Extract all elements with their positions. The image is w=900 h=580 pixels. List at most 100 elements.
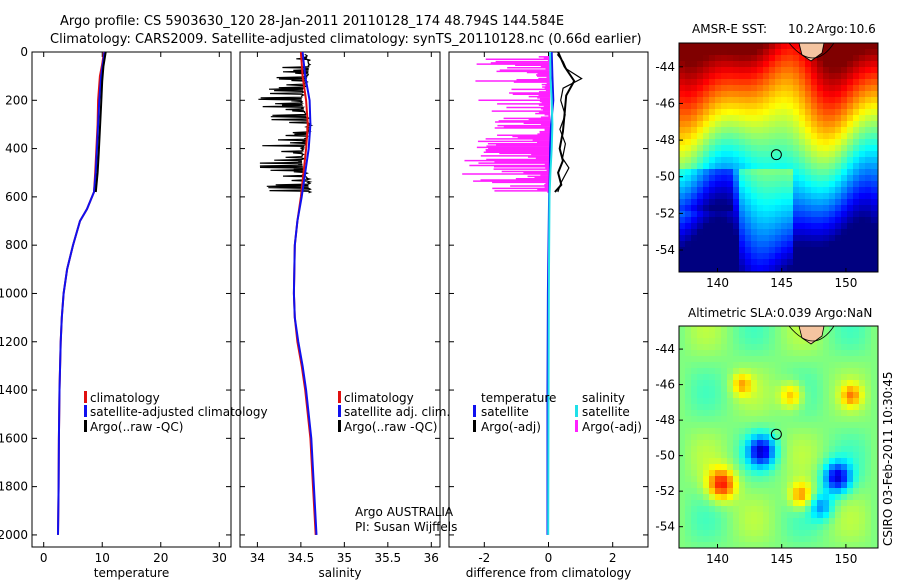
sst-map-cell xyxy=(715,151,721,157)
sst-map-cell xyxy=(733,73,739,79)
sst-map-cell xyxy=(799,241,805,247)
sst-map-cell xyxy=(709,217,715,223)
sst-map-cell xyxy=(853,133,859,139)
sla-map-cell xyxy=(763,488,769,494)
sla-map-cell xyxy=(781,500,787,506)
sst-map-cell xyxy=(691,163,697,169)
sla-map-cell xyxy=(727,332,733,338)
sst-map-cell xyxy=(859,67,865,73)
sst-map-cell xyxy=(703,151,709,157)
sst-map-cell xyxy=(859,97,865,103)
sst-map-cell xyxy=(859,49,865,55)
sst-map-cell xyxy=(823,247,829,253)
sla-map-cell xyxy=(703,392,709,398)
sla-map-cell xyxy=(823,476,829,482)
sst-map-cell xyxy=(865,253,871,259)
sst-map-cell xyxy=(721,259,727,265)
sst-map-cell xyxy=(793,139,799,145)
sst-map-cell xyxy=(721,115,727,121)
sst-map-cell xyxy=(847,259,853,265)
sst-map-ytick-label: -54 xyxy=(655,243,675,257)
sla-map-cells xyxy=(679,326,878,548)
sst-map-cell xyxy=(739,247,745,253)
sst-map-cell xyxy=(835,211,841,217)
sst-map-cell xyxy=(829,151,835,157)
sst-map-cell xyxy=(763,109,769,115)
sla-map-cell xyxy=(781,542,787,548)
sla-map-cell xyxy=(733,338,739,344)
sla-map-cell xyxy=(703,482,709,488)
sst-map-cell xyxy=(823,265,829,271)
sla-map-cell xyxy=(733,362,739,368)
sst-map-cell xyxy=(811,127,817,133)
sst-map-cell xyxy=(829,127,835,133)
sst-map-cell xyxy=(679,85,685,91)
sla-map-cell xyxy=(715,356,721,362)
sla-map-cell xyxy=(685,470,691,476)
sst-map-cell xyxy=(691,127,697,133)
sla-map-cell xyxy=(763,482,769,488)
sst-map-cell xyxy=(835,223,841,229)
sst-map-cell xyxy=(775,157,781,163)
sst-map-cell xyxy=(715,85,721,91)
sla-map-cell xyxy=(775,506,781,512)
sst-map-cell xyxy=(817,169,823,175)
sla-map-cell xyxy=(853,356,859,362)
sla-map-cell xyxy=(757,464,763,470)
sla-map-cell xyxy=(781,422,787,428)
sst-map-cell xyxy=(691,43,697,49)
sst-map-cell xyxy=(793,199,799,205)
sla-map-cell xyxy=(865,398,871,404)
sla-map-cell xyxy=(679,470,685,476)
sla-map-cell xyxy=(739,500,745,506)
sst-map-cell xyxy=(781,127,787,133)
sst-map-cell xyxy=(679,91,685,97)
sla-map-cell xyxy=(757,398,763,404)
sst-map-cell xyxy=(793,193,799,199)
sla-map-cell xyxy=(703,440,709,446)
sla-map-cell xyxy=(763,386,769,392)
sla-map-cell xyxy=(745,506,751,512)
sla-map-cell xyxy=(745,434,751,440)
sst-map-cell xyxy=(859,73,865,79)
sst-map-cell xyxy=(871,97,877,103)
sla-map-cell xyxy=(721,494,727,500)
sst-map-cell xyxy=(709,103,715,109)
sla-map-cell xyxy=(685,356,691,362)
sst-map-cell xyxy=(721,67,727,73)
sla-map-cell xyxy=(829,470,835,476)
sla-map-cell xyxy=(769,410,775,416)
sla-map-cell xyxy=(859,422,865,428)
sla-map-cell xyxy=(793,410,799,416)
sst-map-cell xyxy=(691,79,697,85)
sst-map-cell xyxy=(793,121,799,127)
p3-legend-swatch-temp-satellite xyxy=(473,405,476,417)
sst-map-cell xyxy=(679,73,685,79)
sst-map-cell xyxy=(775,115,781,121)
sst-map-cell xyxy=(835,181,841,187)
sla-map-cell xyxy=(763,404,769,410)
sla-map-cell xyxy=(757,404,763,410)
sla-map-cell xyxy=(823,344,829,350)
sst-map-cell xyxy=(685,229,691,235)
sst-map-cell xyxy=(871,187,877,193)
sla-map-cell xyxy=(823,380,829,386)
sla-map-cell xyxy=(769,452,775,458)
sst-map-cell xyxy=(745,151,751,157)
sla-map-cell xyxy=(853,446,859,452)
sst-map-cell xyxy=(721,109,727,115)
sla-map-cell xyxy=(691,398,697,404)
sla-map-cell xyxy=(733,446,739,452)
sst-map-cell xyxy=(853,247,859,253)
sla-map-cell xyxy=(865,530,871,536)
sst-map-cell xyxy=(799,253,805,259)
sla-map-cell xyxy=(769,500,775,506)
sst-map-cell xyxy=(787,145,793,151)
sla-map-cell xyxy=(841,482,847,488)
sla-map-cell xyxy=(859,536,865,542)
sst-map-cell xyxy=(811,193,817,199)
sst-map-cell xyxy=(679,253,685,259)
sst-map-cell xyxy=(775,199,781,205)
sst-map-cell xyxy=(811,187,817,193)
sla-map-cell xyxy=(823,500,829,506)
